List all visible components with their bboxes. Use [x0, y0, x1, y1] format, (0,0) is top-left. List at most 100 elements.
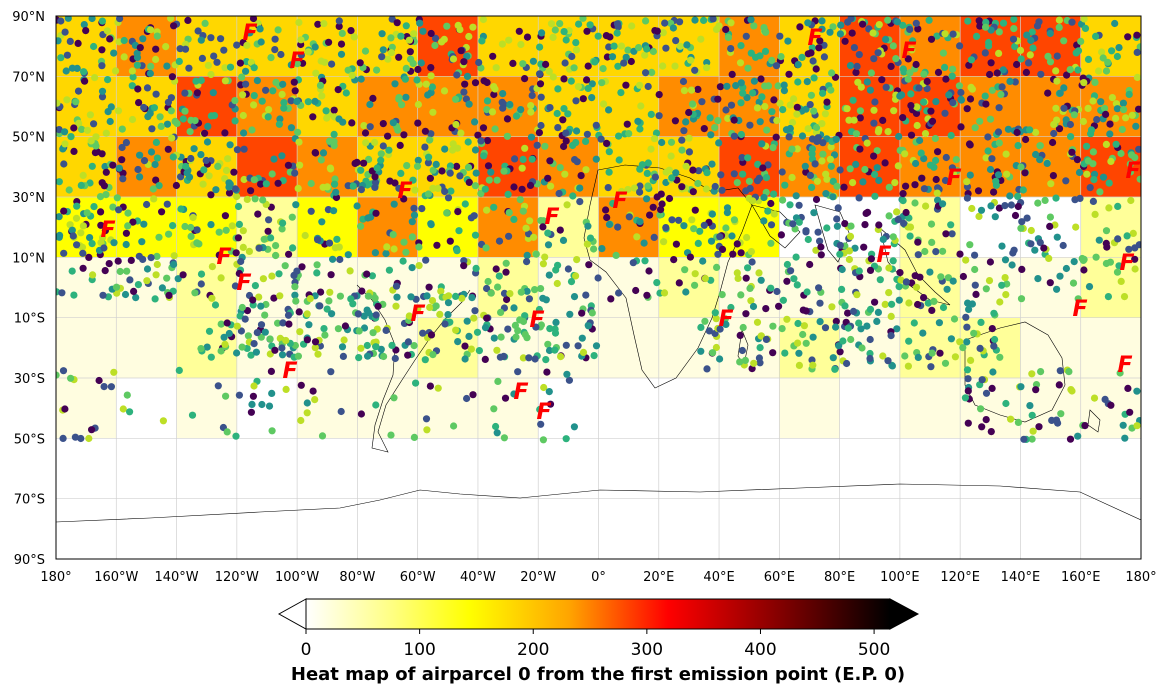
- trajectory-point: [217, 35, 225, 43]
- trajectory-point: [1079, 256, 1087, 264]
- trajectory-point: [655, 112, 663, 120]
- trajectory-point: [171, 117, 179, 125]
- trajectory-point: [296, 328, 304, 336]
- trajectory-point: [1028, 28, 1036, 36]
- trajectory-point: [68, 64, 76, 72]
- trajectory-point: [892, 55, 900, 63]
- trajectory-point: [66, 221, 74, 229]
- trajectory-point: [926, 268, 934, 276]
- trajectory-point: [810, 107, 818, 115]
- trajectory-point: [220, 46, 228, 54]
- trajectory-point: [1108, 47, 1116, 55]
- emission-point-marker: F: [1125, 159, 1140, 184]
- trajectory-point: [624, 46, 632, 54]
- trajectory-point: [687, 56, 695, 64]
- trajectory-point: [780, 81, 788, 89]
- trajectory-point: [197, 345, 205, 353]
- trajectory-point: [950, 315, 959, 323]
- trajectory-point: [1105, 179, 1113, 187]
- trajectory-point: [233, 41, 241, 49]
- trajectory-point: [566, 310, 574, 318]
- trajectory-point: [484, 162, 493, 170]
- trajectory-point: [90, 120, 98, 128]
- trajectory-point: [986, 70, 994, 79]
- trajectory-point: [847, 335, 855, 344]
- trajectory-point: [995, 49, 1003, 58]
- trajectory-point: [703, 169, 711, 177]
- lon-label: 180°: [1125, 570, 1156, 585]
- trajectory-point: [957, 96, 966, 104]
- trajectory-point: [1018, 265, 1026, 273]
- trajectory-point: [711, 124, 719, 132]
- trajectory-point: [371, 138, 379, 146]
- trajectory-point: [777, 53, 785, 61]
- trajectory-point: [942, 230, 950, 238]
- emission-point-marker: F: [901, 39, 916, 64]
- trajectory-point: [747, 49, 755, 57]
- trajectory-point: [207, 353, 215, 361]
- trajectory-point: [686, 253, 695, 261]
- trajectory-point: [722, 320, 730, 328]
- trajectory-point: [535, 129, 544, 137]
- trajectory-point: [104, 76, 112, 84]
- trajectory-point: [112, 67, 120, 75]
- trajectory-point: [409, 176, 417, 184]
- trajectory-point: [904, 362, 913, 370]
- trajectory-point: [512, 333, 520, 341]
- trajectory-point: [525, 230, 533, 238]
- heat-cell: [960, 438, 1021, 500]
- heat-cell: [719, 498, 780, 559]
- trajectory-point: [708, 210, 717, 218]
- trajectory-point: [682, 288, 690, 296]
- trajectory-point: [340, 336, 348, 344]
- trajectory-point: [81, 77, 89, 85]
- trajectory-point: [278, 152, 286, 160]
- trajectory-point: [225, 329, 233, 338]
- trajectory-point: [959, 344, 967, 352]
- trajectory-point: [721, 315, 730, 323]
- trajectory-point: [1028, 411, 1036, 419]
- trajectory-point: [541, 142, 549, 150]
- trajectory-point: [294, 184, 302, 192]
- trajectory-point: [792, 253, 800, 261]
- trajectory-point: [165, 291, 173, 299]
- trajectory-point: [667, 138, 676, 146]
- trajectory-point: [1102, 140, 1110, 148]
- trajectory-point: [440, 87, 449, 95]
- heat-cell: [598, 257, 660, 319]
- trajectory-point: [738, 154, 746, 162]
- trajectory-point: [525, 354, 533, 362]
- trajectory-point: [1004, 125, 1013, 133]
- heat-cell: [719, 378, 780, 439]
- trajectory-point: [235, 269, 243, 278]
- trajectory-point: [284, 161, 292, 169]
- trajectory-point: [831, 365, 839, 373]
- heat-cell: [658, 76, 720, 138]
- trajectory-point: [251, 195, 259, 203]
- trajectory-point: [56, 37, 62, 45]
- trajectory-point: [506, 290, 514, 298]
- trajectory-point: [366, 100, 374, 109]
- trajectory-point: [889, 42, 897, 50]
- trajectory-point: [849, 307, 858, 315]
- trajectory-point: [923, 85, 931, 93]
- trajectory-point: [537, 285, 545, 293]
- trajectory-point: [636, 125, 644, 133]
- trajectory-point: [676, 42, 684, 50]
- trajectory-point: [783, 315, 791, 323]
- trajectory-point: [715, 22, 723, 30]
- trajectory-point: [912, 159, 920, 168]
- trajectory-point: [582, 137, 590, 145]
- trajectory-point: [483, 97, 492, 105]
- trajectory-point: [620, 59, 628, 67]
- trajectory-point: [729, 250, 737, 258]
- trajectory-point: [756, 52, 764, 60]
- trajectory-point: [193, 226, 201, 234]
- trajectory-point: [562, 36, 570, 44]
- trajectory-point: [537, 420, 545, 428]
- trajectory-point: [606, 33, 614, 41]
- colorbar-title: Heat map of airparcel 0 from the first e…: [291, 664, 905, 685]
- trajectory-point: [415, 243, 423, 251]
- trajectory-point: [533, 141, 541, 149]
- trajectory-point: [927, 107, 935, 115]
